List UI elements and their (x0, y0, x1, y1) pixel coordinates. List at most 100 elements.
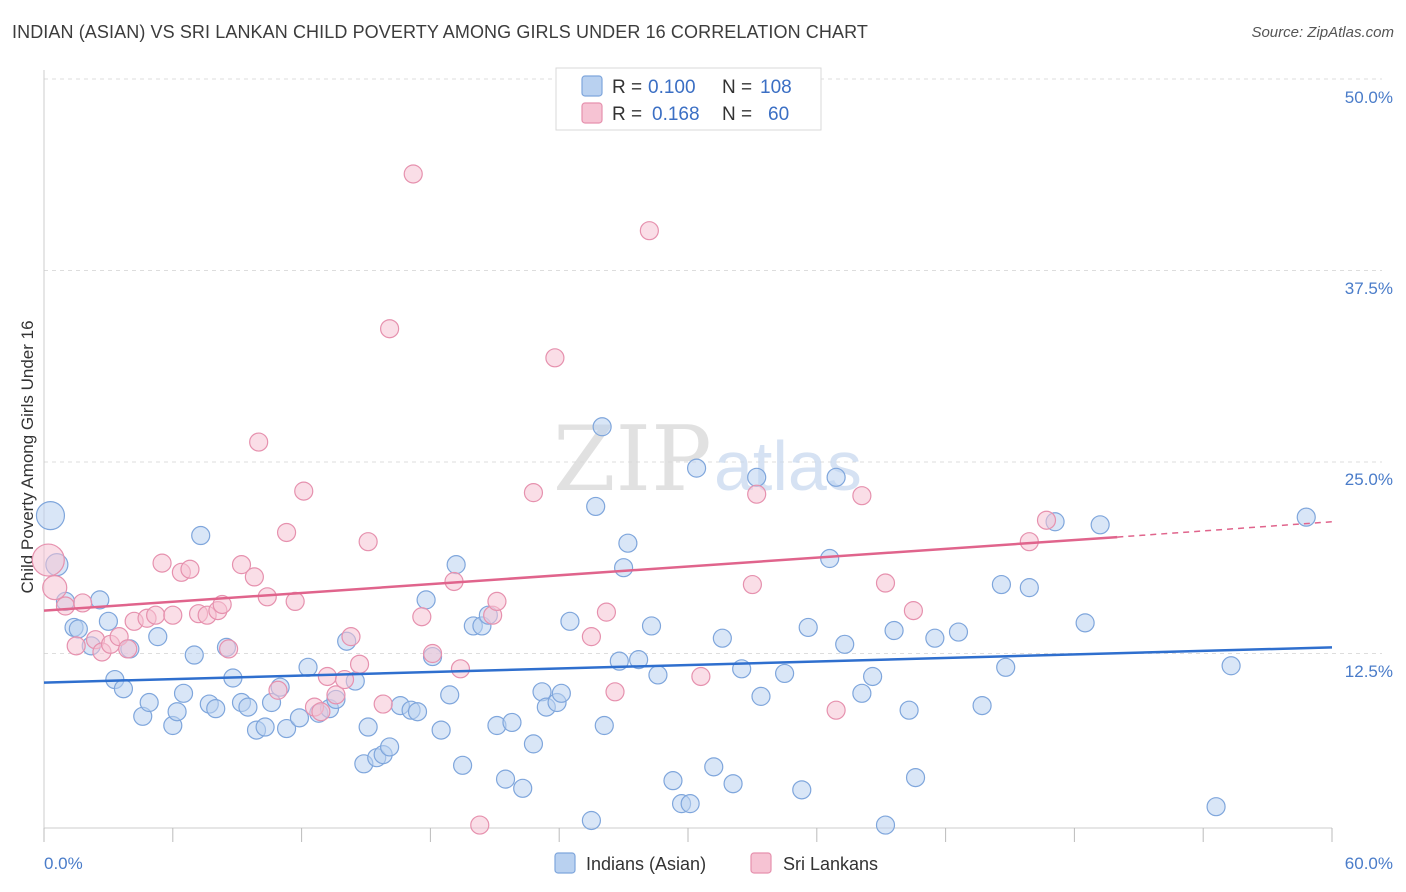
legend-swatch-pink (581, 102, 603, 124)
indians-point-44 (407, 702, 428, 722)
y-tick-label-37-5: 37.5% (1345, 279, 1393, 298)
srilankans-point-49 (545, 348, 565, 368)
indians-point-83 (751, 686, 771, 706)
indians-point-100 (996, 657, 1016, 677)
legend-bottom-swatch-pink (750, 852, 772, 874)
srilankans-point-21 (219, 639, 239, 659)
indians-point-49 (446, 555, 466, 575)
series-srilankans-points (31, 164, 1057, 835)
indians-point-15 (167, 702, 187, 722)
indians-point-72 (641, 616, 662, 636)
indians-point-101 (1019, 578, 1039, 598)
watermark-zip: ZIP (553, 407, 712, 512)
indians-point-78 (704, 757, 724, 777)
srilankans-point-23 (244, 567, 264, 587)
srilankans-point-47 (487, 591, 507, 612)
legend-bottom-swatch-blue (554, 852, 576, 874)
indians-point-18 (191, 525, 211, 546)
srilankans-point-33 (326, 685, 346, 705)
indians-point-38 (358, 717, 378, 737)
srilankans-point-1 (42, 575, 68, 601)
indians-point-13 (148, 627, 168, 647)
indians-point-26 (255, 717, 275, 737)
legend-n-value-blue: 108 (760, 77, 792, 98)
indians-point-104 (1090, 515, 1110, 535)
indians-point-24 (238, 697, 258, 717)
legend-n-label-pink: N = (722, 104, 752, 125)
indians-point-92 (875, 815, 896, 835)
srilankans-point-22 (231, 555, 252, 575)
indians-point-67 (594, 715, 614, 736)
trend-line-indians (43, 646, 1333, 684)
indians-point-90 (852, 683, 872, 703)
indians-point-106 (1221, 656, 1241, 676)
indians-point-9 (113, 679, 134, 699)
legend-bottom-label-srilankans: Sri Lankans (783, 854, 878, 874)
srilankans-point-3 (66, 636, 86, 656)
indians-point-77 (686, 458, 707, 478)
srilankans-point-42 (422, 643, 443, 664)
indians-point-105 (1206, 797, 1226, 817)
indians-point-56 (502, 712, 522, 733)
indians-point-55 (495, 769, 516, 789)
srilankans-point-27 (276, 522, 297, 543)
indians-point-82 (747, 467, 767, 487)
srilankans-point-20 (212, 594, 232, 615)
y-tick-label-12-5: 12.5% (1345, 662, 1393, 681)
indians-point-73 (648, 665, 668, 685)
legend-r-label-pink: R = (612, 104, 642, 125)
indians-point-41 (380, 737, 400, 757)
indians-point-98 (972, 695, 992, 716)
srilankans-point-26 (268, 680, 288, 700)
srilankans-point-56 (747, 484, 767, 504)
srilankans-point-52 (605, 682, 625, 702)
chart-title: INDIAN (ASIAN) VS SRI LANKAN CHILD POVER… (12, 22, 868, 42)
x-tick-label-right: 60.0% (1345, 854, 1393, 873)
srilankans-point-2 (55, 596, 76, 616)
srilankans-point-37 (358, 532, 378, 552)
indians-point-47 (431, 720, 451, 740)
indians-point-93 (884, 620, 904, 641)
indians-point-65 (586, 496, 606, 517)
indians-point-94 (899, 700, 919, 720)
legend-n-value-pink: 60 (768, 104, 789, 125)
srilankans-point-32 (317, 666, 337, 687)
indians-point-45 (416, 590, 436, 610)
indians-point-12 (139, 692, 159, 713)
x-tick-label-left: 0.0% (44, 854, 83, 873)
srilankans-point-40 (403, 164, 423, 184)
srilankans-point-24 (249, 432, 269, 452)
indians-point-103 (1075, 613, 1095, 633)
indians-point-95 (905, 767, 926, 788)
srilankans-point-13 (152, 553, 172, 573)
srilankans-point-51 (596, 602, 617, 622)
srilankans-point-39 (380, 319, 400, 339)
indians-point-74 (663, 771, 683, 791)
indians-point-71 (629, 650, 649, 670)
srilankans-point-9 (118, 639, 138, 659)
indians-point-16 (173, 683, 194, 703)
indians-point-31 (298, 657, 318, 677)
legend-r-label-blue: R = (612, 77, 642, 98)
indians-point-80 (723, 774, 743, 794)
srilankans-point-14 (163, 605, 183, 625)
indians-point-57 (513, 778, 533, 798)
legend-n-label-blue: N = (722, 77, 752, 98)
indians-point-64 (581, 810, 602, 831)
indians-point-87 (820, 548, 840, 569)
indians-point-63 (560, 611, 580, 631)
srilankans-point-35 (341, 627, 361, 647)
srilankans-point-54 (691, 666, 711, 687)
srilankans-point-53 (639, 221, 659, 241)
srilankans-point-44 (450, 659, 471, 679)
indians-point-69 (613, 558, 634, 578)
y-tick-label-25: 25.0% (1345, 470, 1393, 489)
trend-line-srilankans-extension (1117, 520, 1333, 538)
y-axis-label: Child Poverty Among Girls Under 16 (18, 320, 37, 593)
legend-r-value-blue: 0.100 (648, 77, 696, 98)
srilankans-point-16 (180, 559, 200, 579)
indians-point-107 (1296, 507, 1316, 527)
srilankans-point-50 (581, 627, 602, 647)
legend-bottom: Indians (Asian) Sri Lankans (554, 852, 878, 874)
